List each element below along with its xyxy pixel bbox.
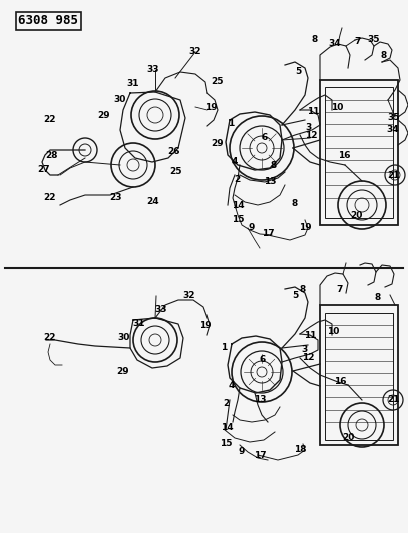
Text: 21: 21: [388, 171, 400, 180]
Text: 4: 4: [232, 157, 238, 166]
Text: 5: 5: [292, 292, 298, 301]
Text: 11: 11: [307, 107, 319, 116]
Text: 8: 8: [271, 160, 277, 169]
Bar: [325, 87, 393, 218]
Text: 35: 35: [388, 112, 400, 122]
Text: 6: 6: [262, 133, 268, 141]
Bar: [320, 305, 398, 445]
Text: 14: 14: [232, 200, 244, 209]
Text: 24: 24: [147, 197, 159, 206]
Text: 22: 22: [43, 333, 55, 342]
Text: 20: 20: [350, 211, 362, 220]
Text: 33: 33: [155, 305, 167, 314]
Text: 18: 18: [294, 445, 306, 454]
Text: 25: 25: [169, 166, 181, 175]
Text: 23: 23: [109, 192, 121, 201]
Text: 7: 7: [355, 37, 361, 46]
Text: 12: 12: [305, 132, 317, 141]
Text: 22: 22: [44, 115, 56, 124]
Bar: [325, 313, 393, 440]
Text: 28: 28: [46, 150, 58, 159]
Text: 8: 8: [375, 294, 381, 303]
Text: 12: 12: [302, 353, 314, 362]
Text: 6308 985: 6308 985: [18, 14, 78, 27]
Text: 1: 1: [221, 343, 227, 352]
Text: 2: 2: [223, 400, 229, 408]
Text: 8: 8: [300, 285, 306, 294]
Text: 8: 8: [292, 198, 298, 207]
Text: 30: 30: [118, 333, 130, 342]
Text: 19: 19: [299, 223, 311, 232]
Text: 17: 17: [262, 230, 274, 238]
Text: 3: 3: [302, 345, 308, 354]
Text: 19: 19: [205, 102, 217, 111]
Text: 4: 4: [229, 381, 235, 390]
Text: 34: 34: [329, 39, 341, 49]
Text: 5: 5: [295, 67, 301, 76]
Bar: [320, 80, 398, 225]
Text: 34: 34: [387, 125, 399, 133]
Text: 33: 33: [147, 64, 159, 74]
Text: 20: 20: [342, 433, 354, 442]
Text: 7: 7: [337, 286, 343, 295]
Text: 26: 26: [168, 147, 180, 156]
Text: 22: 22: [44, 192, 56, 201]
Text: 31: 31: [133, 319, 145, 327]
Text: 8: 8: [381, 51, 387, 60]
Text: 9: 9: [249, 223, 255, 232]
Text: 32: 32: [183, 292, 195, 301]
Text: 30: 30: [114, 94, 126, 103]
Text: 13: 13: [254, 394, 266, 403]
Text: 9: 9: [239, 447, 245, 456]
Text: 10: 10: [327, 327, 339, 336]
Text: 17: 17: [254, 450, 266, 459]
Text: 15: 15: [232, 215, 244, 224]
Text: 14: 14: [221, 423, 233, 432]
Text: 25: 25: [212, 77, 224, 86]
Text: 19: 19: [199, 320, 211, 329]
Text: 15: 15: [220, 439, 232, 448]
Text: 2: 2: [234, 174, 240, 183]
Text: 31: 31: [127, 79, 139, 88]
Text: 21: 21: [387, 395, 399, 405]
Text: 27: 27: [38, 166, 50, 174]
Text: 8: 8: [312, 35, 318, 44]
Text: 29: 29: [98, 110, 110, 119]
Text: 16: 16: [334, 376, 346, 385]
Text: 3: 3: [305, 124, 311, 133]
Text: 6: 6: [260, 356, 266, 365]
Text: 16: 16: [338, 151, 350, 160]
Text: 10: 10: [331, 102, 343, 111]
Text: 29: 29: [117, 367, 129, 376]
Text: 1: 1: [228, 118, 234, 127]
Text: 29: 29: [212, 139, 224, 148]
Text: 11: 11: [304, 332, 316, 341]
Text: 35: 35: [368, 36, 380, 44]
Text: 13: 13: [264, 176, 276, 185]
Text: 32: 32: [189, 47, 201, 56]
